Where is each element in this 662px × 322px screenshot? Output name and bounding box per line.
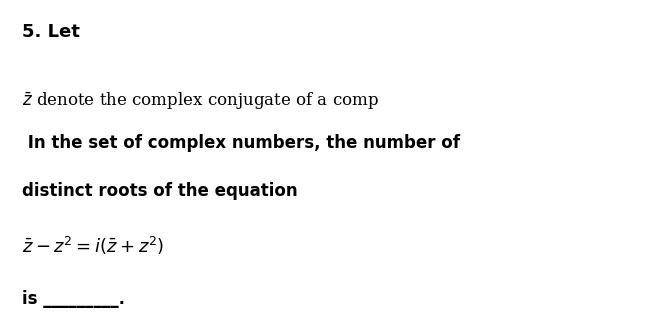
- Text: distinct roots of the equation: distinct roots of the equation: [22, 182, 297, 200]
- Text: $\bar{z}$ denote the complex conjugate of a comp: $\bar{z}$ denote the complex conjugate o…: [22, 90, 379, 112]
- Text: $\bar{z}-z^2 = i(\bar{z}+z^2)$: $\bar{z}-z^2 = i(\bar{z}+z^2)$: [22, 235, 164, 257]
- Text: is _________.: is _________.: [22, 290, 125, 308]
- Text: In the set of complex numbers, the number of: In the set of complex numbers, the numbe…: [22, 134, 460, 152]
- Text: 5. Let: 5. Let: [22, 23, 79, 41]
